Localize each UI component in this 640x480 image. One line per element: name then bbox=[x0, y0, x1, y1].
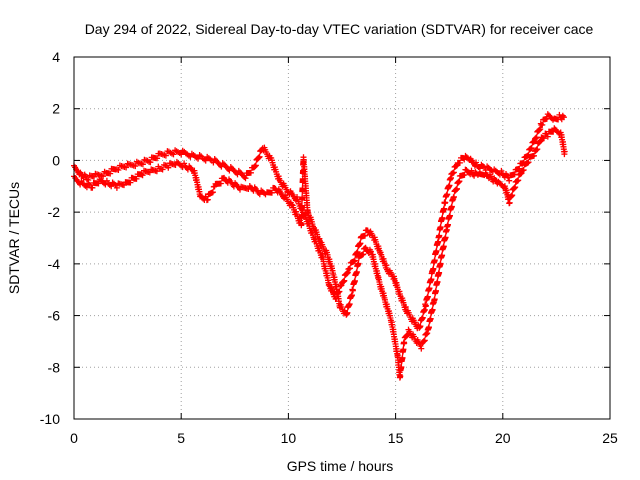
plus-markers bbox=[71, 111, 567, 332]
y-tick-label: -6 bbox=[48, 308, 61, 324]
y-tick-label: 4 bbox=[52, 49, 60, 65]
x-tick-labels: 0 5 10 15 20 25 bbox=[70, 430, 618, 446]
x-tick-label: 10 bbox=[281, 430, 297, 446]
x-tick-label: 5 bbox=[177, 430, 185, 446]
y-tick-label: 0 bbox=[52, 152, 60, 168]
plot-frame bbox=[73, 56, 611, 420]
x-axis-title: GPS time / hours bbox=[287, 458, 394, 474]
x-tick-label: 25 bbox=[602, 430, 618, 446]
y-tick-label: -10 bbox=[40, 411, 60, 427]
y-tick-label: 2 bbox=[52, 101, 60, 117]
y-tick-labels: -10 -8 -6 -4 -2 0 2 4 bbox=[40, 49, 60, 427]
y-tick-label: -4 bbox=[48, 256, 61, 272]
y-tick-label: -2 bbox=[48, 204, 61, 220]
x-tick-label: 0 bbox=[70, 430, 78, 446]
y-tick-label: -8 bbox=[48, 359, 61, 375]
x-tick-label: 20 bbox=[495, 430, 511, 446]
grid-lines bbox=[74, 57, 610, 419]
x-tick-label: 15 bbox=[388, 430, 404, 446]
y-axis-title: SDTVAR / TECUs bbox=[6, 182, 22, 294]
data-points bbox=[71, 111, 568, 381]
chart-title: Day 294 of 2022, Sidereal Day-to-day VTE… bbox=[85, 21, 594, 37]
series-track-a bbox=[71, 111, 567, 332]
axis-ticks bbox=[73, 56, 611, 420]
